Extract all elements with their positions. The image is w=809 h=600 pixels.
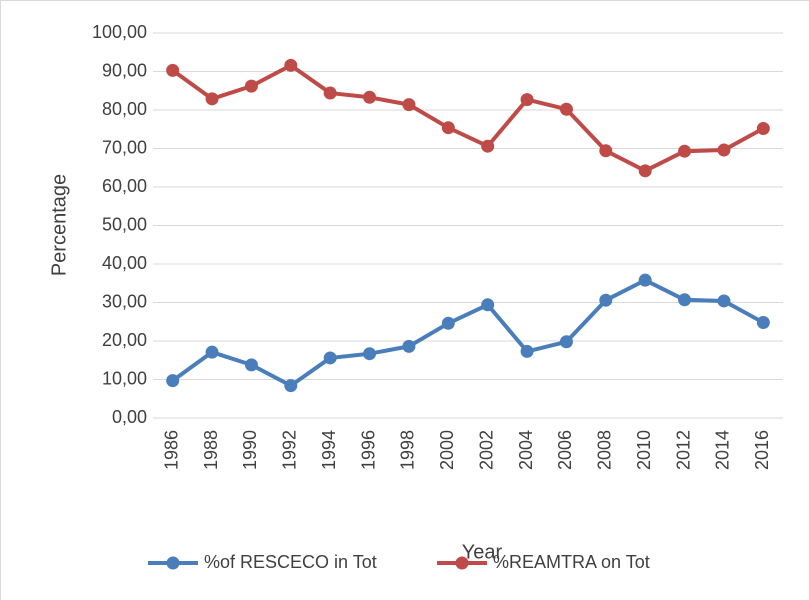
x-tick-label: 1998 [398, 430, 418, 470]
data-point [244, 358, 258, 372]
y-tick-label: 20,00 [102, 330, 147, 350]
y-tick-label: 10,00 [102, 368, 147, 388]
data-point [363, 90, 377, 104]
data-point [481, 139, 495, 153]
y-tick-label: 70,00 [102, 137, 147, 157]
data-point [520, 93, 534, 107]
data-point [756, 316, 770, 330]
legend-marker [455, 556, 469, 570]
x-tick-label: 2000 [437, 430, 457, 470]
data-point [402, 98, 416, 112]
y-axis-label: Percentage [48, 174, 70, 276]
x-axis-label: Year [462, 541, 503, 563]
data-point [638, 164, 652, 178]
data-point [166, 63, 180, 77]
y-tick-label: 80,00 [102, 99, 147, 119]
data-point [205, 345, 219, 359]
data-point [559, 102, 573, 116]
x-tick-label: 2016 [752, 430, 772, 470]
legend-label: %REAMTRA on Tot [493, 552, 650, 572]
x-tick-label: 2014 [713, 430, 733, 470]
x-tick-label: 2002 [476, 430, 496, 470]
data-point [363, 347, 377, 361]
data-point [441, 316, 455, 330]
data-point [323, 351, 337, 365]
data-point [678, 293, 692, 307]
data-point [323, 86, 337, 100]
x-tick-label: 1986 [161, 430, 181, 470]
data-point [717, 294, 731, 308]
data-point [599, 144, 613, 158]
data-point [244, 79, 258, 93]
x-tick-label: 1988 [201, 430, 221, 470]
data-point [638, 273, 652, 287]
series-line [171, 278, 765, 388]
series-line [171, 63, 765, 173]
x-tick-label: 1996 [358, 430, 378, 470]
y-tick-label: 90,00 [102, 60, 147, 80]
legend-marker [166, 556, 180, 570]
data-point [284, 58, 298, 72]
x-tick-label: 1990 [240, 430, 260, 470]
y-tick-label: 100,00 [92, 22, 147, 42]
y-tick-label: 60,00 [102, 176, 147, 196]
data-point [520, 344, 534, 358]
data-point [717, 143, 731, 157]
data-point [678, 144, 692, 158]
data-point [166, 374, 180, 388]
legend-label: %of RESCECO in Tot [204, 552, 377, 572]
x-tick-label: 2004 [516, 430, 536, 470]
x-tick-label: 1994 [319, 430, 339, 470]
y-tick-label: 0,00 [112, 407, 147, 427]
data-point [205, 92, 219, 106]
data-point [599, 293, 613, 307]
x-tick-label: 2006 [555, 430, 575, 470]
data-point [756, 121, 770, 135]
y-tick-label: 40,00 [102, 253, 147, 273]
data-point [559, 335, 573, 349]
x-tick-label: 1992 [280, 430, 300, 470]
data-point [481, 298, 495, 312]
x-tick-label: 2008 [595, 430, 615, 470]
y-tick-label: 30,00 [102, 291, 147, 311]
x-tick-label: 2010 [634, 430, 654, 470]
data-point [402, 339, 416, 353]
data-point [441, 121, 455, 135]
y-tick-label: 50,00 [102, 214, 147, 234]
data-point [284, 379, 298, 393]
x-tick-label: 2012 [673, 430, 693, 470]
